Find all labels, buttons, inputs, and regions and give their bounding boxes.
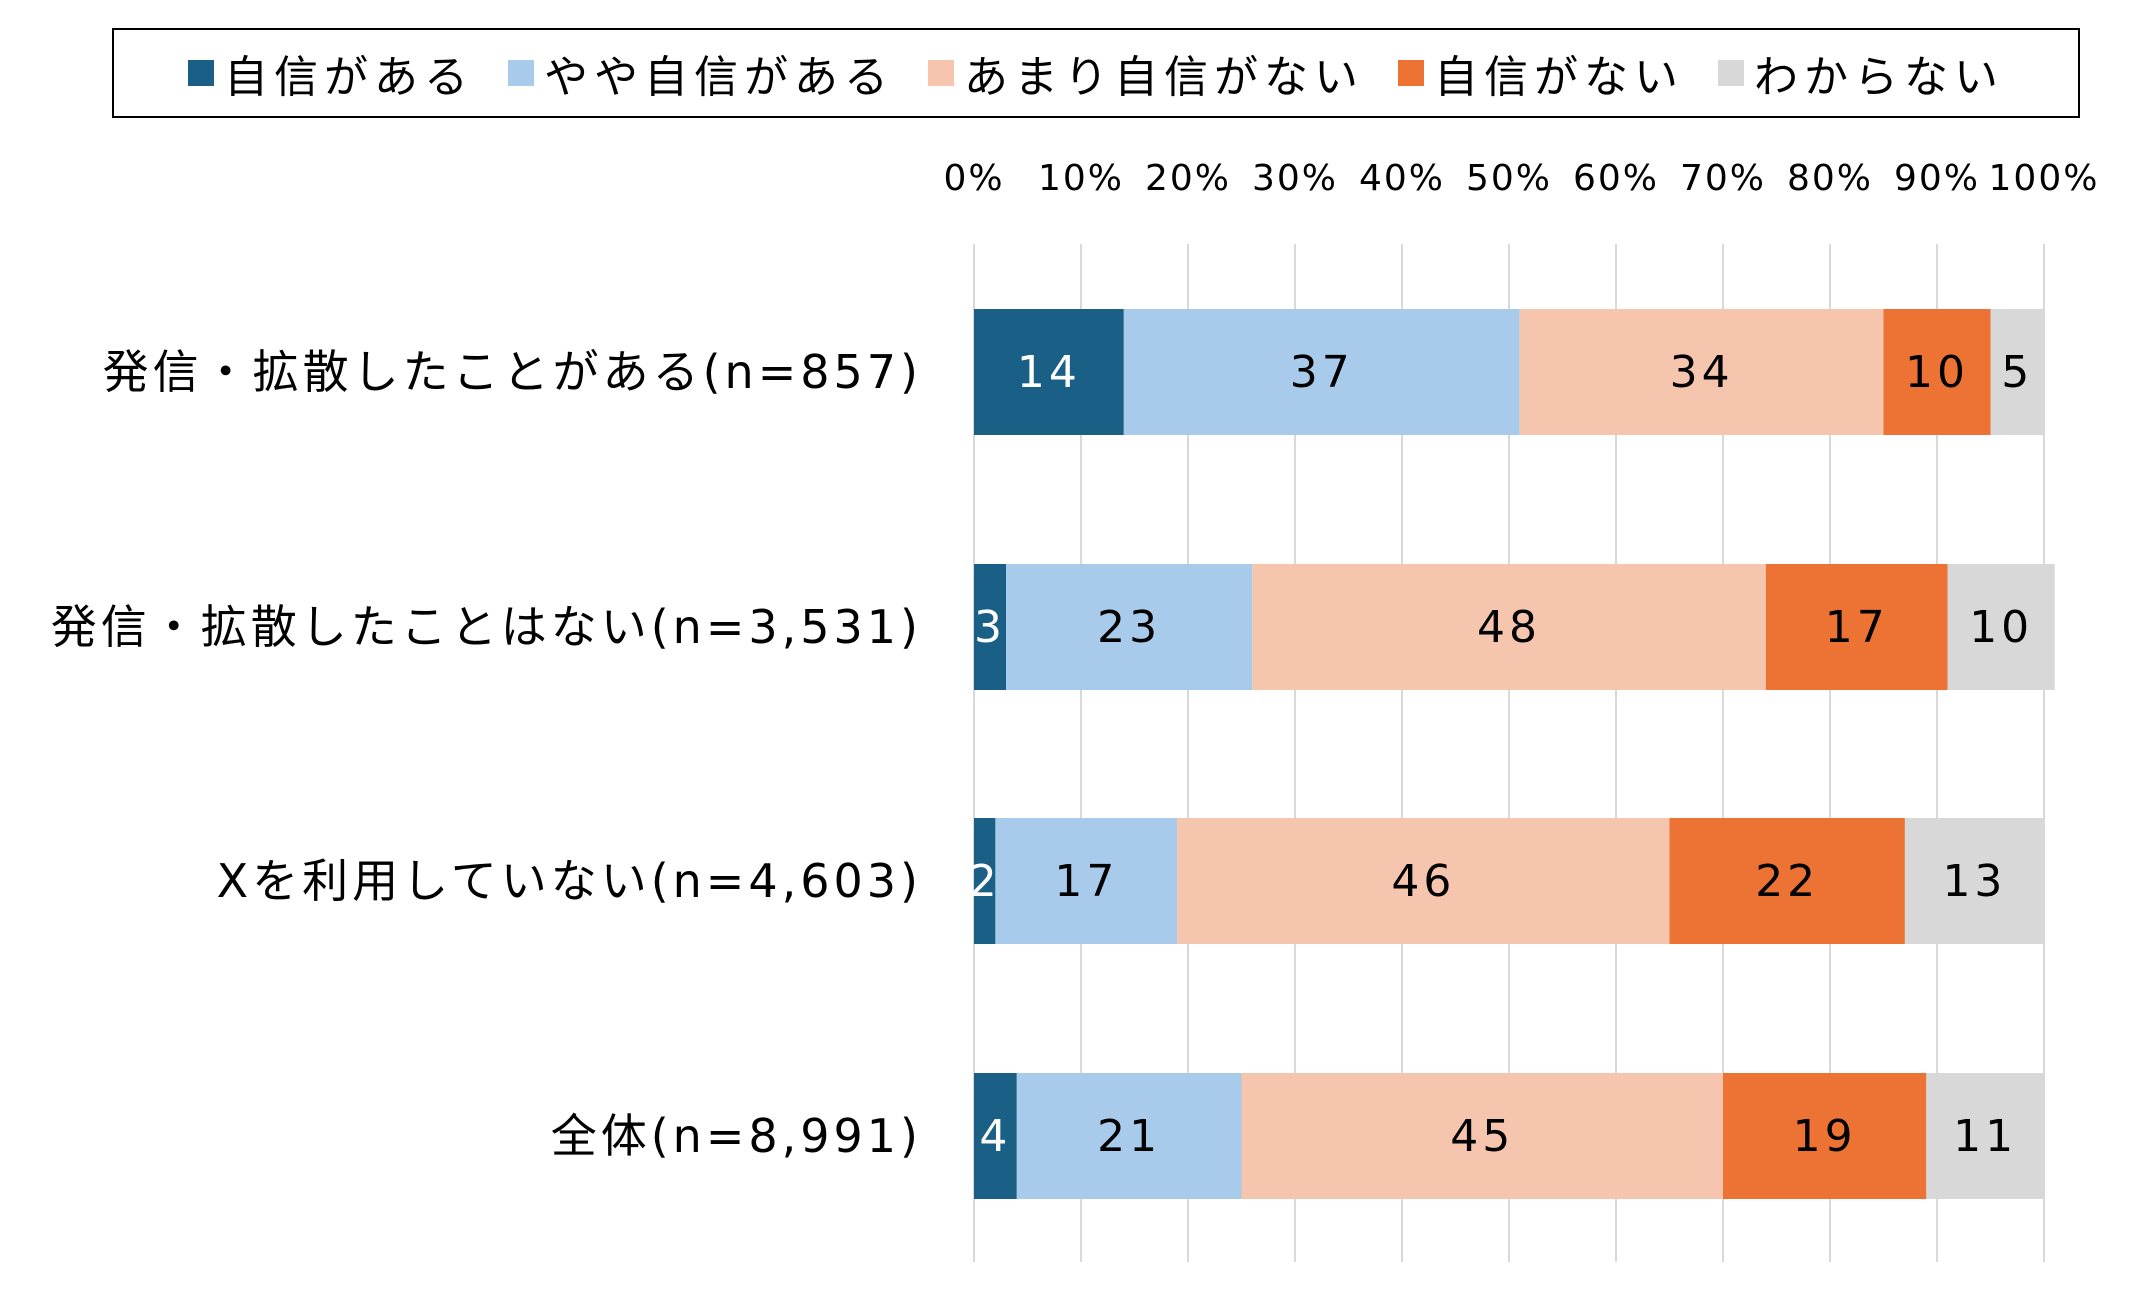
bar-segment: [1990, 309, 2044, 435]
bar-segment: [1904, 818, 2044, 944]
data-label: 46: [1391, 856, 1455, 907]
x-tick-label: 80%: [1787, 158, 1873, 199]
data-label: 19: [1793, 1111, 1857, 1162]
legend-swatch: [1398, 60, 1424, 86]
data-label: 34: [1670, 347, 1734, 398]
legend-item: わからない: [1718, 41, 2004, 105]
data-label: 45: [1450, 1111, 1514, 1162]
legend-label: 自信がない: [1434, 52, 1684, 103]
x-tick-label: 50%: [1466, 158, 1552, 199]
data-label: 14: [1017, 347, 1081, 398]
bar-segment: [1947, 564, 2055, 690]
data-label: 13: [1942, 856, 2006, 907]
data-label: 3: [974, 602, 1006, 653]
legend-swatch: [928, 60, 954, 86]
bar-segment: [1016, 1073, 1242, 1199]
bar-segment: [1519, 309, 1884, 435]
data-label: 17: [1825, 602, 1889, 653]
bar-segment: [1669, 818, 1905, 944]
x-tick-label: 90%: [1894, 158, 1980, 199]
x-tick-label: 0%: [943, 158, 1004, 199]
x-tick-label: 20%: [1145, 158, 1231, 199]
legend-label: やや自信がある: [544, 52, 894, 103]
legend-item: やや自信がある: [508, 41, 894, 105]
data-label: 4: [979, 1111, 1011, 1162]
bar-segment: [1177, 818, 1670, 944]
x-tick-label: 70%: [1680, 158, 1766, 199]
data-label: 10: [1905, 347, 1969, 398]
x-tick-label: 30%: [1252, 158, 1338, 199]
data-label: 2: [969, 856, 1001, 907]
category-label: 発信・拡散したことがある(n=857): [103, 345, 922, 399]
x-tick-label: 10%: [1038, 158, 1124, 199]
legend-item: 自信がない: [1398, 41, 1684, 105]
data-label: 21: [1097, 1111, 1161, 1162]
legend-swatch: [1718, 60, 1744, 86]
x-tick-label: 100%: [1989, 158, 2100, 199]
category-label: 全体(n=8,991): [551, 1109, 922, 1163]
x-tick-label: 60%: [1573, 158, 1659, 199]
data-label: 17: [1054, 856, 1118, 907]
bar-segment: [974, 818, 996, 944]
data-label: 37: [1290, 347, 1354, 398]
legend-label: 自信がある: [224, 52, 474, 103]
category-label: 発信・拡散したことはない(n=3,531): [51, 600, 922, 654]
legend-swatch: [188, 60, 214, 86]
bar-segment: [1765, 564, 1948, 690]
data-label: 48: [1477, 602, 1541, 653]
data-label: 23: [1097, 602, 1161, 653]
bar-segment: [1123, 309, 1520, 435]
bar-segment: [974, 1073, 1017, 1199]
bar-segment: [1252, 564, 1766, 690]
legend-label: あまり自信がない: [964, 52, 1364, 103]
data-label: 22: [1755, 856, 1819, 907]
data-label: 11: [1953, 1111, 2017, 1162]
data-label: 10: [1969, 602, 2033, 653]
category-label: Xを利用していない(n=4,603): [217, 854, 922, 908]
legend-swatch: [508, 60, 534, 86]
bar-segment: [1723, 1073, 1927, 1199]
data-label: 5: [2001, 347, 2033, 398]
x-tick-label: 40%: [1359, 158, 1445, 199]
legend-item: 自信がある: [188, 41, 474, 105]
bar-segment: [1883, 309, 1991, 435]
legend-item: あまり自信がない: [928, 41, 1364, 105]
legend: 自信がある やや自信がある あまり自信がない 自信がない わからない: [112, 28, 2080, 118]
bar-segment: [1926, 1073, 2044, 1199]
bar-segment: [974, 309, 1124, 435]
bar-segment: [1006, 564, 1253, 690]
legend-label: わからない: [1754, 52, 2004, 103]
bar-segment: [1241, 1073, 1723, 1199]
bar-segment: [974, 564, 1007, 690]
bar-segment: [995, 818, 1178, 944]
